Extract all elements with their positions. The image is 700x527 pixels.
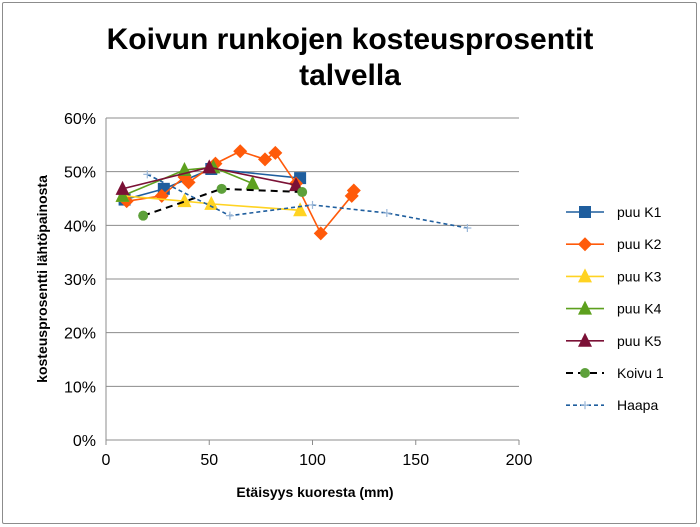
series-puu-k2-point: [346, 183, 361, 198]
legend-item-koivu-1: Koivu 1: [566, 365, 664, 381]
series-puu-k5: [115, 159, 303, 195]
legend-item-puu-k2: puu K2: [566, 236, 662, 252]
series-group: [115, 144, 472, 241]
series-haapa-point: [382, 208, 391, 217]
x-tick-label: 200: [506, 452, 533, 469]
legend-label: Koivu 1: [617, 365, 664, 381]
y-tick-label: 60%: [64, 111, 96, 128]
y-tick-label: 40%: [64, 218, 96, 235]
series-puu-k2-point: [181, 175, 196, 190]
series-koivu-1-point: [216, 183, 227, 194]
series-haapa-point: [463, 224, 472, 233]
series-puu-k5-point: [202, 159, 217, 174]
chart-title-line-1: Koivun runkojen kosteusprosentit: [106, 23, 594, 56]
series-koivu-1: [138, 183, 308, 221]
series-puu-k5-point: [288, 177, 303, 192]
legend-label: puu K4: [617, 301, 662, 317]
series-puu-k3-line: [122, 195, 301, 212]
y-tick-label: 20%: [64, 326, 96, 343]
series-puu-k2-point: [268, 145, 283, 160]
series-puu-k2: [119, 144, 361, 241]
axes: 0% 10% 20% 30% 40% 50% 60% 0 50 100 150 200: [64, 111, 532, 469]
x-tick-label: 0: [102, 452, 111, 469]
x-tick-label: 150: [402, 452, 429, 469]
legend-marker: [580, 368, 590, 378]
series-koivu-1-point: [297, 187, 308, 198]
gridlines: [106, 117, 519, 387]
series-haapa-point: [225, 211, 234, 220]
legend-marker: [578, 332, 592, 347]
series-haapa-point: [143, 170, 152, 179]
series-puu-k2-point: [313, 226, 328, 241]
legend-marker: [578, 237, 592, 252]
y-tick-label: 0%: [73, 433, 96, 450]
series-koivu-1-line: [142, 187, 303, 217]
chart-title: Koivun runkojen kosteusprosentit talvell…: [60, 22, 640, 94]
y-tick-label: 50%: [64, 165, 96, 182]
legend-label: puu K3: [617, 268, 662, 284]
legend-item-puu-k1: puu K1: [566, 204, 662, 220]
chart-title-line-2: talvella: [299, 59, 401, 92]
series-koivu-1-point: [138, 210, 149, 221]
legend-marker: [578, 268, 592, 283]
legend-item-haapa: Haapa: [566, 397, 658, 413]
y-axis-label: kosteusprosentti lähtöpainosta: [34, 175, 50, 383]
legend-label: Haapa: [617, 397, 658, 413]
series-puu-k4-line: [122, 166, 253, 197]
x-axis-label: Etäisyys kuoresta (mm): [236, 484, 393, 500]
legend-label: puu K1: [617, 204, 662, 220]
legend-label: puu K2: [617, 236, 662, 252]
x-tick-label: 50: [200, 452, 218, 469]
legend-item-puu-k3: puu K3: [566, 268, 662, 284]
x-tick-label: 100: [299, 452, 326, 469]
y-tick-label: 30%: [64, 272, 96, 289]
legend-marker: [581, 401, 589, 410]
series-puu-k2-point: [258, 152, 273, 167]
y-tick-label: 10%: [64, 379, 96, 396]
legend-item-puu-k5: puu K5: [566, 332, 662, 349]
series-puu-k3-point: [204, 195, 219, 210]
legend-item-puu-k4: puu K4: [566, 300, 662, 317]
series-haapa-point: [308, 200, 317, 209]
series-haapa: [143, 170, 472, 233]
legend-marker: [578, 300, 592, 315]
legend-marker: [579, 206, 591, 218]
series-puu-k4-point: [245, 175, 260, 190]
series-puu-k2-point: [233, 144, 248, 159]
series-puu-k3-point: [293, 202, 308, 217]
legend-label: puu K5: [617, 333, 662, 349]
legend: puu K1 puu K2 puu K3 puu K4 puu K5 Koivu 1 Haa…: [566, 204, 664, 413]
series-puu-k5-point: [115, 180, 130, 195]
